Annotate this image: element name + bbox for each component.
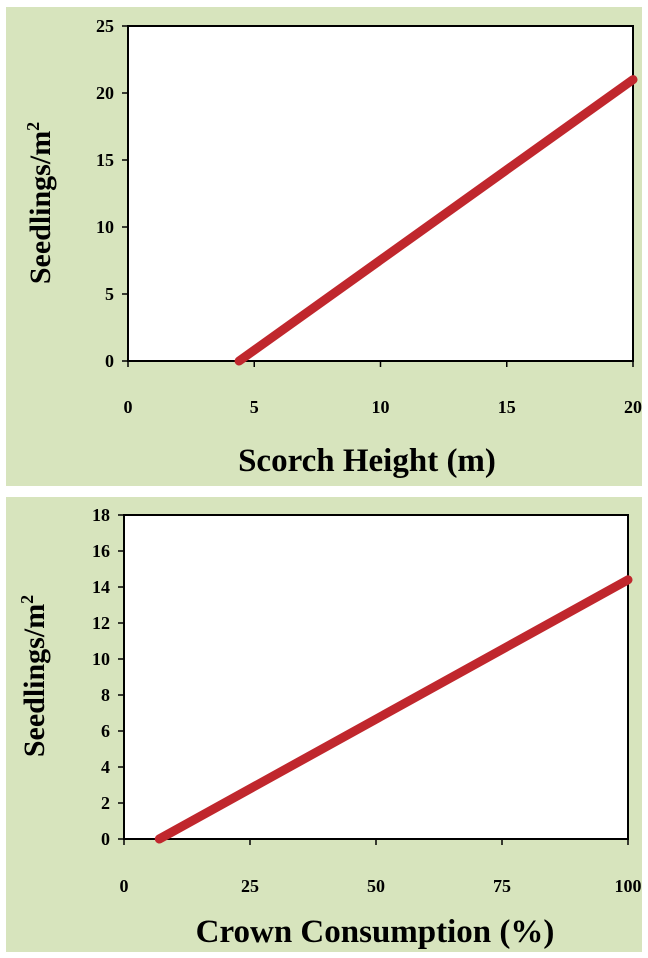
x-tick-label: 10 [372, 397, 390, 417]
chart-panel-scorch-height: 0 5 10 15 20 25 0 5 10 15 20 Scorch Height (m) Se… [6, 7, 642, 486]
y-tick-label: 10 [92, 649, 110, 669]
x-tick-label: 75 [493, 876, 511, 896]
chart-crown-consumption: 0 2 4 6 8 10 12 14 16 18 0 25 50 75 100 Crown Consump… [17, 505, 642, 950]
y-tick-label: 4 [101, 757, 110, 777]
y-tick-label: 5 [105, 284, 114, 304]
x-axis-label: Scorch Height (m) [238, 443, 496, 479]
x-axis-label: Crown Consumption (%) [196, 914, 555, 950]
x-tick-label: 20 [624, 397, 642, 417]
y-axis-label: Seedlings/m2 [17, 595, 51, 757]
y-tick-label: 18 [92, 505, 110, 525]
x-tick-label: 100 [615, 876, 642, 896]
x-tick-label: 15 [498, 397, 516, 417]
y-tick-label: 12 [92, 613, 110, 633]
x-tick-label: 50 [367, 876, 385, 896]
y-tick-label: 20 [96, 83, 114, 103]
y-tick-label: 25 [96, 16, 114, 36]
plot-area [123, 514, 629, 840]
chart-scorch-height: 0 5 10 15 20 25 0 5 10 15 20 Scorch Height (m) Se… [23, 16, 642, 479]
y-axis-label: Seedlings/m2 [23, 122, 57, 284]
y-tick-label: 15 [96, 150, 114, 170]
y-tick-label: 0 [105, 351, 114, 371]
chart-panel-crown-consumption: 0 2 4 6 8 10 12 14 16 18 0 25 50 75 100 Crown Consump… [6, 497, 642, 952]
series-line [154, 575, 633, 844]
y-tick-label: 2 [101, 793, 110, 813]
y-tick-label: 10 [96, 217, 114, 237]
series-line [234, 75, 638, 366]
plot-area [127, 25, 634, 362]
y-tick-label: 16 [92, 541, 110, 561]
y-tick-label: 14 [92, 577, 110, 597]
y-tick-label: 0 [101, 829, 110, 849]
y-tick-label: 6 [101, 721, 110, 741]
x-tick-label: 5 [250, 397, 259, 417]
x-tick-label: 25 [241, 876, 259, 896]
x-tick-label: 0 [120, 876, 129, 896]
x-tick-label: 0 [124, 397, 133, 417]
y-tick-label: 8 [101, 685, 110, 705]
